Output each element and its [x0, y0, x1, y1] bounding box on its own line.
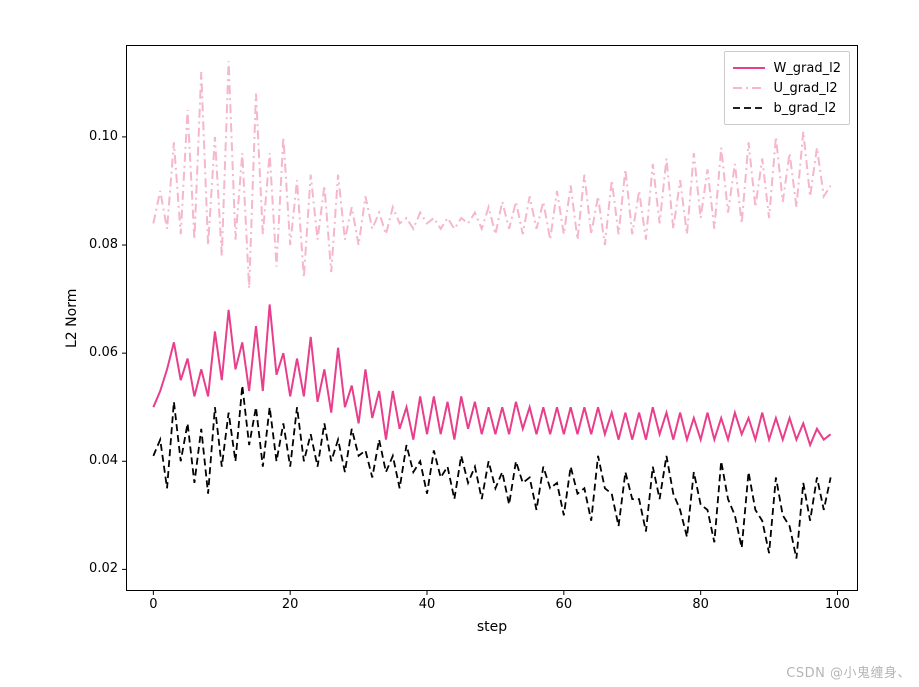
legend-swatch — [733, 61, 765, 75]
y-tick: 0.04 — [76, 453, 118, 468]
x-tick: 80 — [681, 597, 721, 612]
legend: W_grad_l2 U_grad_l2 b_grad_l2 — [724, 51, 850, 125]
legend-swatch — [733, 81, 765, 95]
y-axis-label: L2 Norm — [64, 289, 80, 348]
watermark: CSDN @小鬼缠身、 — [786, 662, 911, 681]
x-tick: 100 — [817, 597, 857, 612]
x-tick: 40 — [407, 597, 447, 612]
series-b_grad_l2 — [153, 386, 830, 559]
legend-item: W_grad_l2 — [733, 58, 841, 78]
legend-label: W_grad_l2 — [773, 61, 841, 76]
series-W_grad_l2 — [153, 304, 830, 445]
y-tick: 0.08 — [76, 237, 118, 252]
x-tick: 20 — [270, 597, 310, 612]
legend-item: U_grad_l2 — [733, 78, 841, 98]
legend-swatch — [733, 101, 765, 115]
chart-container: L2 Norm step 0 20 40 60 80 100 0.02 0.04 0.06 0.… — [41, 33, 879, 654]
x-tick: 60 — [544, 597, 584, 612]
y-tick: 0.10 — [76, 129, 118, 144]
legend-label: U_grad_l2 — [773, 81, 837, 96]
plot-svg — [126, 45, 858, 591]
legend-label: b_grad_l2 — [773, 101, 836, 116]
x-tick: 0 — [133, 597, 173, 612]
legend-item: b_grad_l2 — [733, 98, 841, 118]
y-tick: 0.02 — [76, 561, 118, 576]
x-axis-label: step — [126, 619, 858, 635]
y-tick: 0.06 — [76, 345, 118, 360]
